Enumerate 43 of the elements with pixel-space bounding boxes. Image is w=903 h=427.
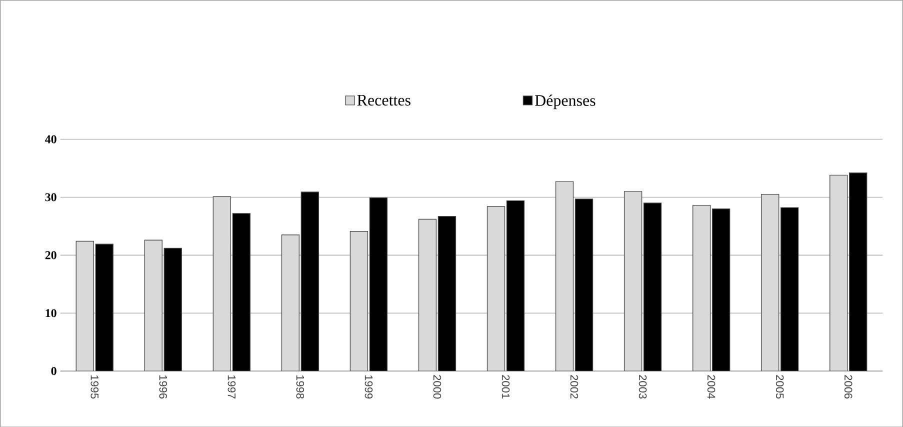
bar bbox=[438, 216, 456, 371]
bar bbox=[692, 204, 711, 371]
bar bbox=[555, 181, 574, 371]
bar bbox=[76, 240, 94, 371]
bar bbox=[212, 196, 232, 371]
y-tick-label: 40 bbox=[45, 135, 56, 144]
bar bbox=[574, 198, 594, 371]
bar bbox=[780, 207, 799, 371]
bar bbox=[712, 208, 730, 371]
x-tick-label: 1998 bbox=[296, 375, 304, 398]
y-tick-label: 10 bbox=[46, 308, 56, 317]
x-tick-label: 2000 bbox=[433, 374, 442, 398]
legend-label: Dépenses bbox=[535, 94, 596, 109]
x-tick-label: 2002 bbox=[570, 374, 578, 398]
bar bbox=[144, 240, 162, 371]
bar bbox=[506, 200, 525, 371]
bar bbox=[369, 197, 388, 371]
bar bbox=[418, 218, 437, 371]
bar bbox=[164, 248, 182, 371]
x-tick-label: 2001 bbox=[502, 374, 510, 398]
y-tick-label: 0 bbox=[51, 366, 56, 375]
x-tick-label: 1996 bbox=[159, 375, 168, 398]
x-tick-label: 1997 bbox=[228, 375, 236, 398]
legend-label: Recettes bbox=[357, 94, 410, 106]
x-tick-label: 1995 bbox=[90, 375, 98, 398]
bar bbox=[300, 191, 320, 371]
bar bbox=[350, 230, 368, 371]
bar bbox=[849, 172, 868, 371]
x-tick-label: 2004 bbox=[707, 374, 716, 398]
x-tick-label: 2003 bbox=[638, 374, 647, 398]
y-tick-label: 30 bbox=[45, 192, 56, 202]
bar bbox=[281, 234, 300, 371]
y-tick-label: 20 bbox=[45, 250, 56, 259]
bar bbox=[232, 212, 250, 371]
bar bbox=[95, 244, 114, 371]
bar bbox=[624, 190, 642, 371]
x-tick-label: 2006 bbox=[844, 374, 852, 398]
bar bbox=[643, 202, 662, 371]
x-tick-label: 2005 bbox=[776, 374, 784, 398]
bar bbox=[486, 206, 506, 371]
bar bbox=[761, 194, 780, 371]
x-tick-label: 1999 bbox=[364, 375, 373, 398]
bar bbox=[830, 174, 848, 371]
